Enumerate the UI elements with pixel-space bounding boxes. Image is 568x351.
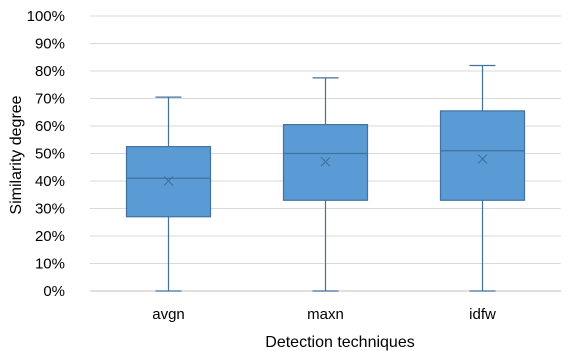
y-tick-label: 30% (35, 201, 65, 218)
y-tick-label: 90% (35, 36, 65, 53)
mean-marker-stroke (163, 176, 174, 186)
x-tick-labels: avgn maxn idfw (152, 306, 496, 323)
x-tick-label: maxn (307, 306, 344, 323)
mean-marker (477, 154, 488, 164)
y-tick-label: 50% (35, 146, 65, 163)
x-axis-title: Detection techniques (265, 334, 414, 351)
mean-marker (320, 156, 331, 167)
y-tick-label: 10% (35, 256, 65, 273)
y-tick-label: 40% (35, 173, 65, 190)
iqr-box (282, 124, 369, 201)
box-avgn (125, 96, 212, 292)
mean-marker-stroke (320, 156, 331, 167)
x-tick-label: avgn (152, 306, 185, 323)
y-axis-title: Similarity degree (8, 95, 25, 214)
y-tick-label: 80% (35, 63, 65, 80)
y-tick-labels: 0% 10% 20% 30% 40% 50% 60% 70% 80% 90% 100% (27, 8, 65, 300)
x-tick-label: idfw (469, 306, 496, 323)
y-tick-label: 100% (27, 8, 65, 25)
box-idfw (439, 64, 526, 292)
mean-marker (163, 176, 174, 186)
boxes (125, 64, 526, 292)
iqr-box (439, 110, 526, 201)
y-tick-label: 20% (35, 228, 65, 245)
box-maxn (282, 77, 369, 292)
mean-marker-stroke (477, 154, 488, 164)
y-tick-label: 0% (43, 283, 65, 300)
y-tick-label: 60% (35, 118, 65, 135)
y-tick-label: 70% (35, 91, 65, 108)
